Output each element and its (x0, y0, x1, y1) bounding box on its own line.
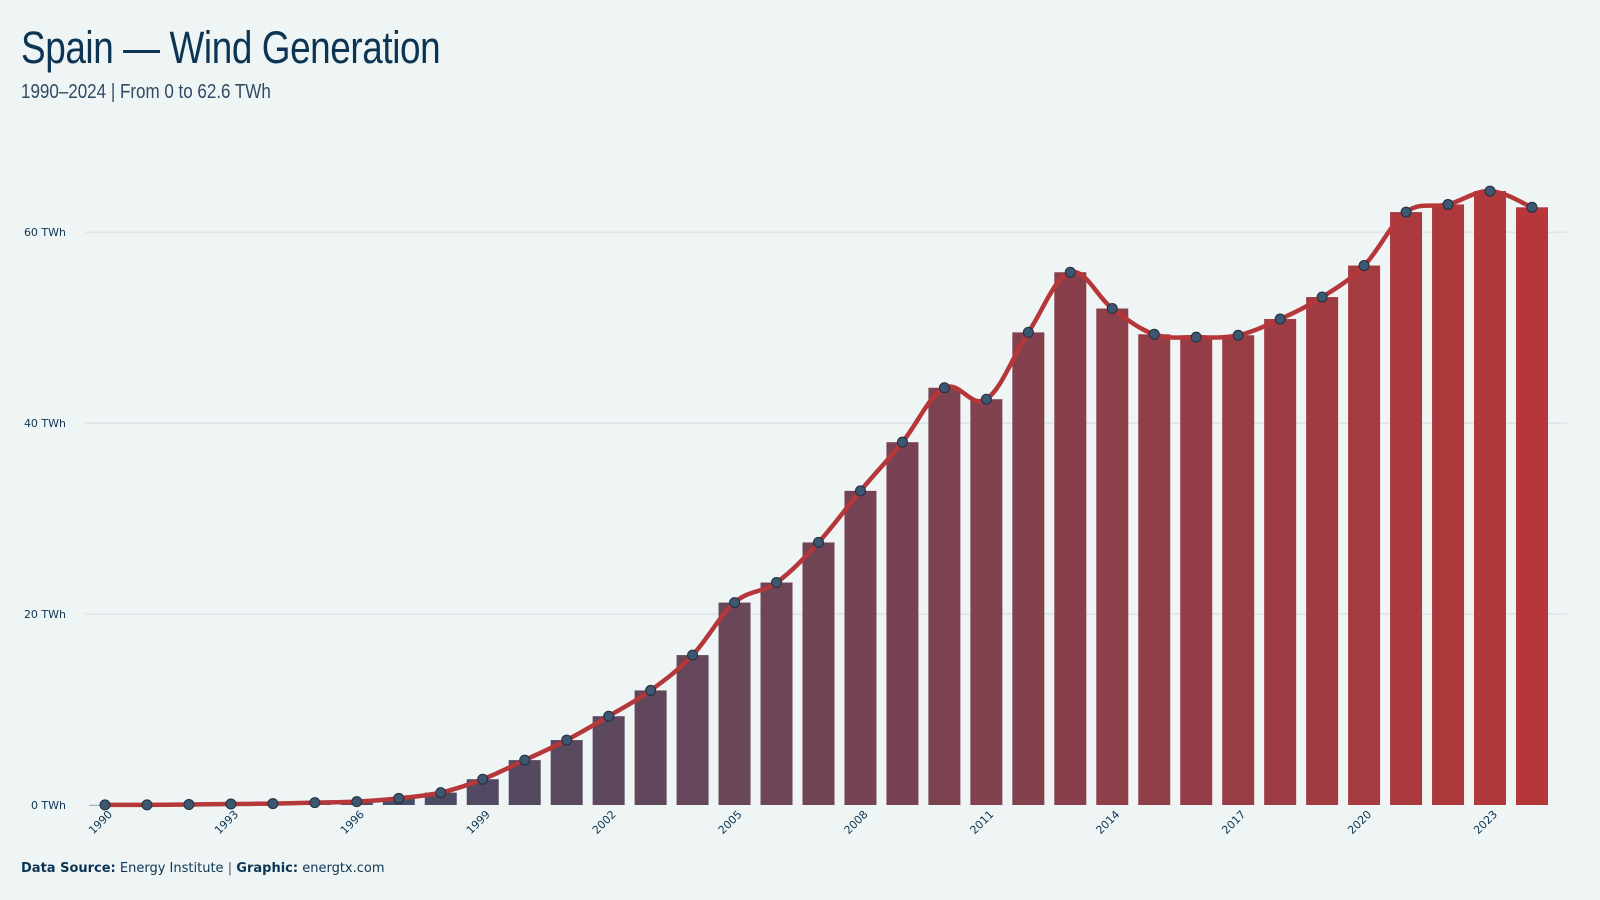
point-1991 (141, 799, 153, 811)
y-axis: 0 TWh 20 TWh 40 TWh 60 TWh (24, 226, 66, 812)
footer-separator: | (227, 861, 233, 876)
bar-2021 (1390, 212, 1423, 805)
bar-2011 (970, 399, 1003, 805)
source-label: Data Source: (21, 861, 116, 876)
x-tick-label: 2014 (1093, 808, 1122, 837)
x-tick-label: 2002 (590, 808, 619, 837)
point-2018 (1274, 313, 1286, 325)
bar-2006 (760, 582, 793, 805)
point-2010 (938, 382, 950, 394)
point-2003 (645, 684, 657, 696)
bar-2007 (802, 542, 835, 805)
bar-2020 (1348, 265, 1381, 805)
point-2001 (561, 734, 573, 746)
x-tick-label: 2008 (842, 808, 871, 837)
point-2005 (729, 597, 741, 609)
point-1995 (309, 797, 321, 809)
point-2020 (1358, 260, 1370, 272)
bar-2005 (718, 602, 751, 805)
y-tick-label: 60 TWh (24, 226, 66, 239)
point-2012 (1022, 326, 1034, 338)
bar-2003 (634, 690, 667, 805)
x-tick-label: 1996 (338, 808, 367, 837)
point-2024 (1526, 201, 1538, 213)
bar-2019 (1306, 297, 1339, 805)
bar-2022 (1432, 204, 1465, 805)
x-axis: 1990 1993 1996 1999 2002 2005 2008 2011 2014 2017… (86, 808, 1500, 837)
bar-2024 (1515, 207, 1548, 805)
bar-2004 (676, 655, 709, 805)
point-2022 (1442, 198, 1454, 210)
x-tick-label: 2023 (1471, 808, 1500, 837)
bar-2002 (592, 716, 625, 805)
point-2013 (1064, 266, 1076, 278)
graphic-label: Graphic: (236, 861, 299, 876)
bar-2014 (1096, 308, 1129, 805)
point-1994 (267, 798, 279, 810)
point-1998 (435, 787, 447, 799)
bar-2010 (928, 387, 961, 805)
point-2023 (1484, 185, 1496, 197)
bar-2001 (550, 740, 583, 805)
point-2008 (854, 485, 866, 497)
point-1992 (183, 799, 195, 811)
chart-subtitle: 1990–2024 | From 0 to 62.6 TWh (21, 81, 271, 103)
point-1997 (393, 792, 405, 804)
point-2000 (519, 754, 531, 766)
bar-2018 (1264, 319, 1297, 805)
point-1996 (351, 796, 363, 808)
x-tick-label: 1993 (212, 808, 241, 837)
point-2009 (896, 436, 908, 448)
footer: Data Source: Energy Institute | Graphic: e… (21, 860, 385, 878)
trend-markers (99, 185, 1538, 811)
bar-2012 (1012, 332, 1045, 805)
x-tick-label: 1990 (86, 808, 115, 837)
point-2016 (1190, 331, 1202, 343)
x-tick-label: 2020 (1345, 808, 1374, 837)
point-1990 (99, 799, 111, 811)
x-tick-label: 2011 (967, 808, 996, 837)
point-1993 (225, 798, 237, 810)
bar-2015 (1138, 334, 1171, 805)
point-2017 (1232, 329, 1244, 341)
point-1999 (477, 773, 489, 785)
bar-2016 (1180, 337, 1213, 805)
source-value: Energy Institute (119, 861, 224, 876)
point-2014 (1106, 303, 1118, 315)
point-2021 (1400, 206, 1412, 218)
bars (89, 191, 1548, 806)
y-tick-label: 40 TWh (24, 417, 66, 430)
x-tick-label: 2017 (1219, 808, 1248, 837)
bar-2013 (1054, 272, 1087, 805)
graphic-value[interactable]: energtx.com (302, 861, 385, 876)
bar-2017 (1222, 335, 1255, 805)
point-2006 (771, 577, 783, 589)
x-tick-label: 2005 (716, 808, 745, 837)
point-2002 (603, 710, 615, 722)
point-2011 (980, 393, 992, 405)
point-2007 (812, 536, 824, 548)
bar-2009 (886, 442, 919, 805)
bar-2023 (1474, 191, 1507, 806)
point-2004 (687, 649, 699, 661)
bar-2008 (844, 490, 877, 805)
y-tick-label: 0 TWh (31, 799, 66, 812)
y-tick-label: 20 TWh (24, 608, 66, 621)
point-2015 (1148, 328, 1160, 340)
x-tick-label: 1999 (464, 808, 493, 837)
chart-title: Spain — Wind Generation (21, 22, 441, 73)
point-2019 (1316, 291, 1328, 303)
